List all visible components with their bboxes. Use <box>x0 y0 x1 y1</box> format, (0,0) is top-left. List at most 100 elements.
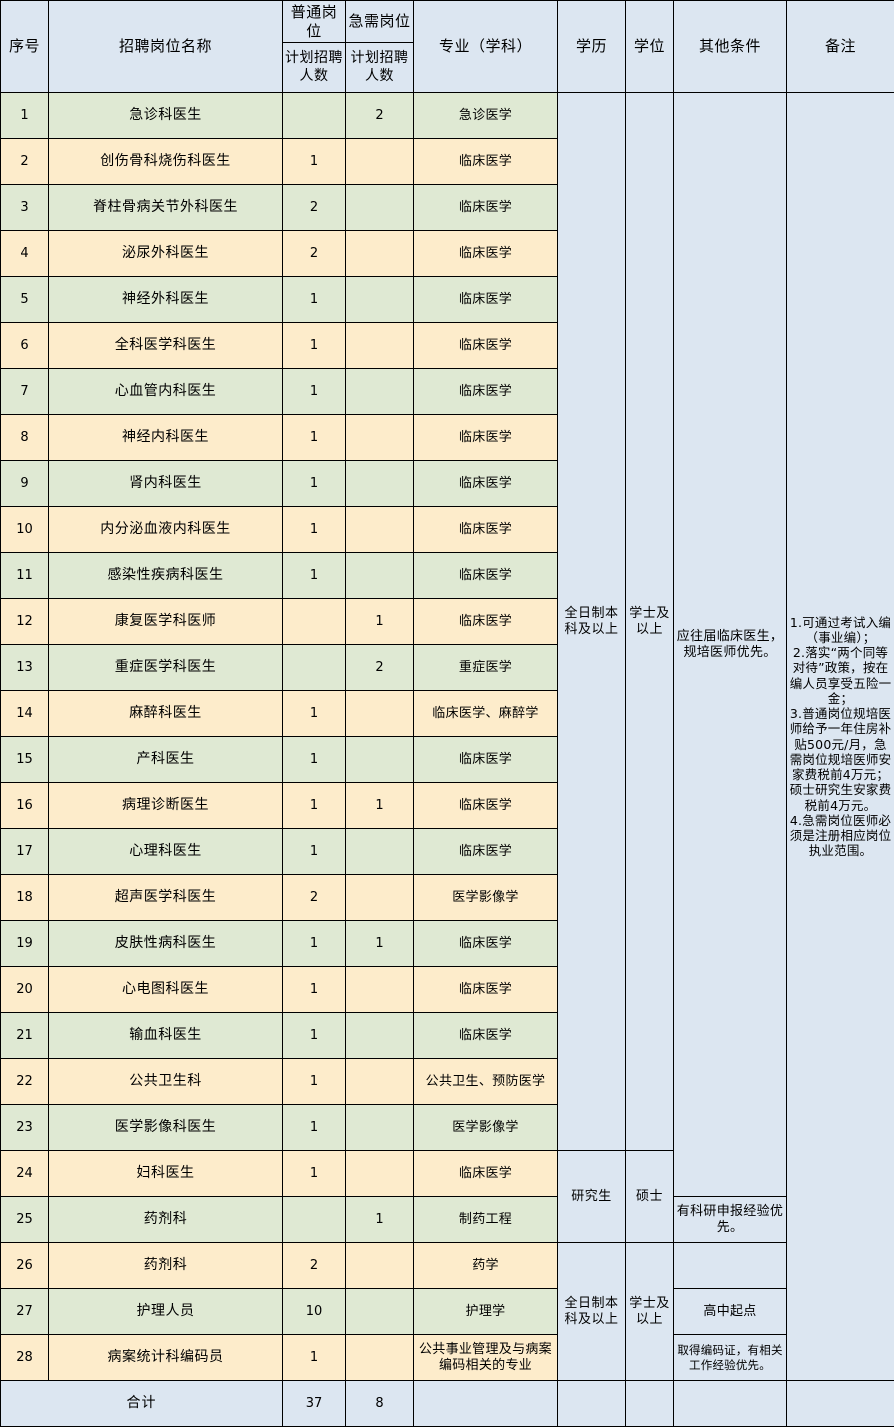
row-other-conditions: 取得编码证，有相关工作经验优先。 <box>674 1335 787 1381</box>
row-normal-count <box>283 1197 346 1243</box>
row-major: 临床医学 <box>414 737 558 783</box>
row-major: 医学影像学 <box>414 1105 558 1151</box>
row-seq: 15 <box>1 737 49 783</box>
row-urgent-count <box>346 277 414 323</box>
row-major: 临床医学 <box>414 921 558 967</box>
row-normal-count: 2 <box>283 185 346 231</box>
row-major: 公共事业管理及与病案编码相关的专业 <box>414 1335 558 1381</box>
row-normal-count: 1 <box>283 1013 346 1059</box>
row-post-name: 脊柱骨病关节外科医生 <box>49 185 283 231</box>
row-normal-count: 1 <box>283 691 346 737</box>
row-seq: 28 <box>1 1335 49 1381</box>
row-post-name: 药剂科 <box>49 1243 283 1289</box>
row-urgent-count <box>346 1013 414 1059</box>
row-major: 临床医学 <box>414 967 558 1013</box>
row-seq: 12 <box>1 599 49 645</box>
row-urgent-count: 1 <box>346 783 414 829</box>
row-seq: 9 <box>1 461 49 507</box>
row-major: 临床医学 <box>414 185 558 231</box>
row-seq: 16 <box>1 783 49 829</box>
row-post-name: 产科医生 <box>49 737 283 783</box>
row-post-name: 心血管内科医生 <box>49 369 283 415</box>
row-normal-count: 2 <box>283 875 346 921</box>
row-major: 临床医学 <box>414 1013 558 1059</box>
row-urgent-count <box>346 737 414 783</box>
row-major: 临床医学 <box>414 783 558 829</box>
header-normal-post: 普通岗位 <box>283 1 346 43</box>
row-post-name: 心理科医生 <box>49 829 283 875</box>
row-urgent-count <box>346 967 414 1013</box>
row-seq: 11 <box>1 553 49 599</box>
row-other-conditions <box>674 1243 787 1289</box>
row-seq: 18 <box>1 875 49 921</box>
header-major: 专业（学科） <box>414 1 558 93</box>
row-urgent-count <box>346 1335 414 1381</box>
row-major: 临床医学 <box>414 369 558 415</box>
row-post-name: 重症医学科医生 <box>49 645 283 691</box>
row-seq: 26 <box>1 1243 49 1289</box>
row-urgent-count <box>346 691 414 737</box>
row-urgent-count <box>346 1151 414 1197</box>
row-normal-count <box>283 93 346 139</box>
row-other-conditions: 高中起点 <box>674 1289 787 1335</box>
row-post-name: 心电图科医生 <box>49 967 283 1013</box>
row-urgent-count <box>346 1243 414 1289</box>
row-normal-count: 1 <box>283 507 346 553</box>
row-seq: 14 <box>1 691 49 737</box>
row-post-name: 全科医学科医生 <box>49 323 283 369</box>
total-other <box>674 1381 787 1427</box>
row-major: 临床医学 <box>414 415 558 461</box>
row-normal-count: 1 <box>283 783 346 829</box>
row-other-conditions: 应往届临床医生，规培医师优先。 <box>674 93 787 1197</box>
row-major: 临床医学 <box>414 1151 558 1197</box>
row-urgent-count <box>346 1289 414 1335</box>
row-urgent-count <box>346 553 414 599</box>
row-education: 研究生 <box>558 1151 626 1243</box>
row-post-name: 急诊科医生 <box>49 93 283 139</box>
row-urgent-count <box>346 185 414 231</box>
row-post-name: 康复医学科医师 <box>49 599 283 645</box>
row-seq: 21 <box>1 1013 49 1059</box>
row-major: 临床医学 <box>414 277 558 323</box>
row-normal-count <box>283 645 346 691</box>
row-normal-count: 1 <box>283 1059 346 1105</box>
row-post-name: 皮肤性病科医生 <box>49 921 283 967</box>
row-normal-count <box>283 599 346 645</box>
row-seq: 8 <box>1 415 49 461</box>
row-post-name: 创伤骨科烧伤科医生 <box>49 139 283 185</box>
row-seq: 25 <box>1 1197 49 1243</box>
header-normal-count: 计划招聘人数 <box>283 43 346 93</box>
row-major: 临床医学 <box>414 599 558 645</box>
row-major: 临床医学 <box>414 323 558 369</box>
row-major: 临床医学 <box>414 231 558 277</box>
row-major: 制药工程 <box>414 1197 558 1243</box>
header-urgent-count: 计划招聘人数 <box>346 43 414 93</box>
row-normal-count: 1 <box>283 415 346 461</box>
row-normal-count: 1 <box>283 829 346 875</box>
row-urgent-count <box>346 415 414 461</box>
row-post-name: 病案统计科编码员 <box>49 1335 283 1381</box>
row-post-name: 输血科医生 <box>49 1013 283 1059</box>
total-label: 合计 <box>1 1381 283 1427</box>
row-post-name: 护理人员 <box>49 1289 283 1335</box>
row-urgent-count <box>346 1059 414 1105</box>
row-education: 全日制本科及以上 <box>558 1243 626 1381</box>
row-seq: 5 <box>1 277 49 323</box>
row-degree: 硕士 <box>626 1151 674 1243</box>
row-seq: 7 <box>1 369 49 415</box>
row-urgent-count <box>346 323 414 369</box>
row-seq: 24 <box>1 1151 49 1197</box>
row-urgent-count <box>346 139 414 185</box>
row-normal-count: 1 <box>283 277 346 323</box>
row-normal-count: 1 <box>283 921 346 967</box>
row-normal-count: 10 <box>283 1289 346 1335</box>
row-major: 临床医学、麻醉学 <box>414 691 558 737</box>
row-major: 临床医学 <box>414 507 558 553</box>
row-urgent-count: 1 <box>346 599 414 645</box>
row-remarks: 1.可通过考试入编（事业编）； 2.落实“两个同等对待”政策，按在编人员享受五险… <box>787 93 894 1381</box>
